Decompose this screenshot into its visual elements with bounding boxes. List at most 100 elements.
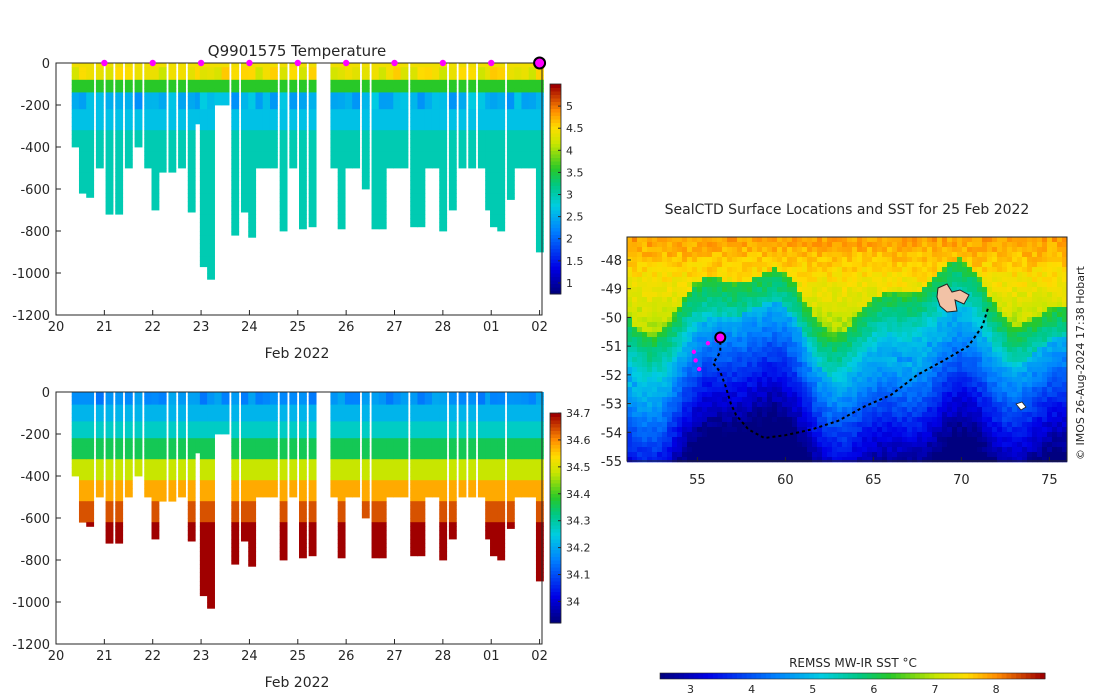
profile-cell — [248, 492, 257, 498]
profile-cell — [262, 396, 271, 401]
profile-cell — [352, 84, 361, 89]
sst-cell — [747, 272, 753, 278]
profile-cell — [361, 417, 370, 422]
sst-cell — [747, 242, 753, 248]
profile-cell — [248, 151, 257, 156]
profile-cell — [221, 396, 230, 401]
profile-cell — [255, 392, 264, 397]
profile-cell — [115, 155, 124, 160]
profile-cell — [151, 184, 160, 190]
profile-cell — [86, 400, 95, 405]
profile-cell — [168, 96, 177, 102]
profile-cell — [199, 522, 208, 527]
sst-cell — [757, 282, 763, 288]
profile-cell — [417, 180, 426, 186]
profile-cell — [178, 92, 186, 97]
profile-cell — [240, 501, 249, 506]
profile-cell — [361, 92, 370, 97]
temperature-axis-ticks: 20 21 22 23 24 25 26 27 28 01 020-200-400-600-800-… — [12, 57, 548, 335]
sst-cell — [812, 292, 818, 298]
sst-cell — [862, 252, 868, 258]
profile-cell — [240, 92, 249, 97]
profile-cell — [134, 417, 143, 422]
profile-cell — [207, 268, 215, 274]
profile-cell — [344, 151, 353, 156]
profile-cell — [468, 134, 477, 139]
colorbar-swatch — [550, 224, 561, 228]
profile-cell — [231, 400, 240, 405]
colorbar-swatch — [550, 248, 561, 253]
sst-cell — [677, 242, 683, 248]
profile-cell — [337, 205, 346, 211]
profile-cell — [187, 92, 196, 97]
sst-cell — [752, 302, 758, 308]
profile-cell — [497, 184, 506, 190]
profile-cell — [187, 197, 196, 202]
profile-cell — [248, 417, 257, 422]
profile-cell — [255, 438, 264, 443]
profile-cell — [207, 126, 215, 131]
profile-cell — [337, 497, 346, 502]
profile-cell — [199, 226, 208, 232]
profile-cell — [115, 438, 124, 443]
profile-cell — [528, 396, 537, 401]
profile-cell — [410, 88, 419, 93]
colorbar-tick-label: 34.6 — [566, 434, 591, 447]
profile-cell — [115, 392, 124, 397]
profile-cell — [71, 467, 80, 473]
colorbar-swatch — [550, 479, 561, 484]
profile-cell — [115, 480, 124, 485]
profile-cell — [431, 147, 440, 152]
profile-cell — [231, 121, 240, 127]
sst-cell — [1037, 257, 1043, 263]
profile-cell — [279, 176, 288, 181]
profile-cell — [417, 218, 426, 223]
sst-cell — [687, 272, 693, 278]
sst-cell — [877, 262, 883, 268]
colorbar-swatch — [550, 448, 561, 452]
profile-cell — [240, 455, 249, 460]
profile-cell — [490, 142, 498, 148]
profile-cell — [240, 134, 249, 139]
profile-cell — [448, 117, 457, 123]
colorbar-swatch — [550, 416, 561, 421]
profile-cell — [269, 429, 278, 435]
profile-cell — [521, 455, 530, 460]
profile-cell — [231, 463, 240, 468]
sst-cell — [762, 272, 768, 278]
profile-cell — [535, 539, 544, 544]
profile-cell — [124, 450, 133, 456]
sst-cell — [847, 252, 853, 258]
profile-cell — [477, 138, 486, 144]
profile-cell — [417, 193, 426, 198]
profile-cell — [477, 105, 486, 110]
profile-cell — [468, 459, 477, 464]
profile-cell — [199, 589, 208, 594]
profile-cell — [207, 597, 215, 603]
profile-cell — [528, 484, 537, 489]
profile-cell — [477, 467, 486, 473]
profile-cell — [477, 446, 486, 452]
profile-cell — [124, 67, 133, 72]
profile-cell — [86, 455, 95, 460]
colorbar-swatch — [550, 612, 561, 617]
sst-cell — [962, 277, 968, 283]
profile-cell — [410, 172, 419, 177]
profile-cell — [371, 226, 380, 230]
profile-cell — [262, 492, 271, 498]
profile-cell — [506, 71, 515, 76]
profile-cell — [231, 159, 240, 165]
profile-cell — [151, 425, 160, 431]
colorbar-swatch — [550, 112, 561, 116]
sst-cell — [842, 237, 848, 243]
profile-cell — [279, 180, 288, 186]
colorbar-swatch — [550, 441, 561, 445]
profile-cell — [490, 184, 498, 190]
profile-cell — [431, 100, 440, 106]
profile-cell — [490, 509, 498, 515]
sst-cell — [797, 267, 803, 273]
profile-cell — [535, 459, 544, 464]
profile-cell — [207, 555, 215, 561]
profile-17 — [214, 63, 223, 106]
profile-cell — [337, 547, 346, 552]
